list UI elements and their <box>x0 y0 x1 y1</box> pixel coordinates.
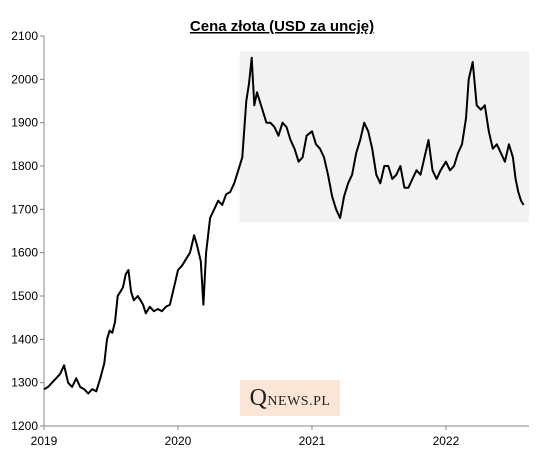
x-tick-label: 2022 <box>433 434 460 448</box>
y-tick-label: 1200 <box>11 419 38 433</box>
y-tick-label: 1800 <box>11 159 38 173</box>
logo-rest: NEWS.PL <box>267 393 331 409</box>
y-tick-label: 1900 <box>11 116 38 130</box>
x-axis: 2019 2020 2021 2022 <box>31 425 529 448</box>
y-axis: 1200 1300 1400 1500 1600 1700 1800 1900 2000 2100 <box>11 29 45 433</box>
qnews-logo: QNEWS.PL <box>240 380 340 416</box>
y-tick-label: 1500 <box>11 289 38 303</box>
x-tick-label: 2019 <box>31 434 58 448</box>
y-tick-label: 1600 <box>11 246 38 260</box>
price-line <box>43 56 525 395</box>
y-tick-label: 1700 <box>11 202 38 216</box>
chart-title: Cena złota (USD za uncję) <box>190 18 374 35</box>
x-tick-label: 2020 <box>165 434 192 448</box>
y-tick-label: 1300 <box>11 376 38 390</box>
y-tick-label: 2100 <box>11 29 38 43</box>
x-tick-label: 2021 <box>299 434 326 448</box>
logo-initial: Q <box>249 384 268 411</box>
highlight-region <box>239 51 530 223</box>
y-tick-label: 1400 <box>11 332 38 346</box>
y-tick-label: 2000 <box>11 72 38 86</box>
